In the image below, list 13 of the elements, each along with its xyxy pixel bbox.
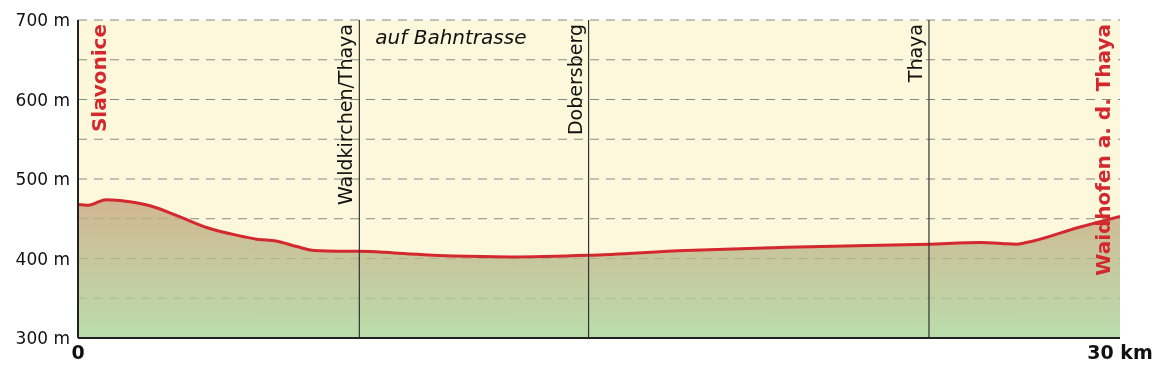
ref-line-label: Waldkirchen/Thaya xyxy=(334,24,357,206)
annotation: Waidhofen a. d. Thaya xyxy=(1091,24,1115,276)
y-tick-label: 400 m xyxy=(15,248,70,269)
annotation: Slavonice xyxy=(87,24,111,133)
ref-line-label: Thaya xyxy=(903,24,926,84)
ref-line-label: Dobersberg xyxy=(563,24,586,136)
annotation: auf Bahntrasse xyxy=(375,25,527,49)
y-tick-label: 600 m xyxy=(15,89,70,110)
y-tick-label: 300 m xyxy=(15,328,70,349)
x-tick-label: 30 km xyxy=(1087,341,1153,364)
x-tick-label: 0 xyxy=(71,341,85,364)
y-tick-label: 500 m xyxy=(15,169,70,190)
y-tick-label: 700 m xyxy=(15,10,70,31)
